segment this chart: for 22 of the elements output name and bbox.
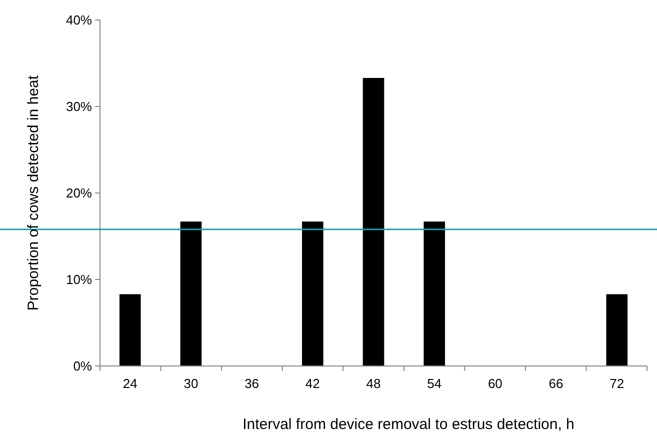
bar	[606, 294, 628, 366]
bar	[119, 294, 141, 366]
x-tick-label: 30	[184, 376, 198, 391]
bar	[302, 222, 324, 366]
y-tick-label: 20%	[66, 186, 92, 201]
y-tick-label: 0%	[73, 358, 92, 374]
x-tick-label: 60	[488, 376, 502, 391]
x-tick-label: 66	[548, 376, 564, 391]
y-axis-title: Proportion of cows detected in heat	[25, 74, 42, 311]
y-tick-label: 30%	[66, 99, 92, 114]
x-tick-label: 42	[305, 376, 320, 391]
bar	[424, 222, 445, 366]
x-tick-label: 24	[122, 376, 138, 391]
x-tick-label: 54	[427, 376, 442, 391]
bar	[362, 78, 384, 366]
x-axis-title: Interval from device removal to estrus detection, h	[242, 416, 574, 433]
x-tick-label: 72	[610, 376, 624, 391]
x-tick-label: 48	[366, 376, 381, 391]
x-tick-label: 36	[244, 376, 260, 391]
y-tick-label: 10%	[66, 272, 92, 288]
y-tick-label: 40%	[66, 12, 92, 28]
bar	[180, 222, 202, 366]
